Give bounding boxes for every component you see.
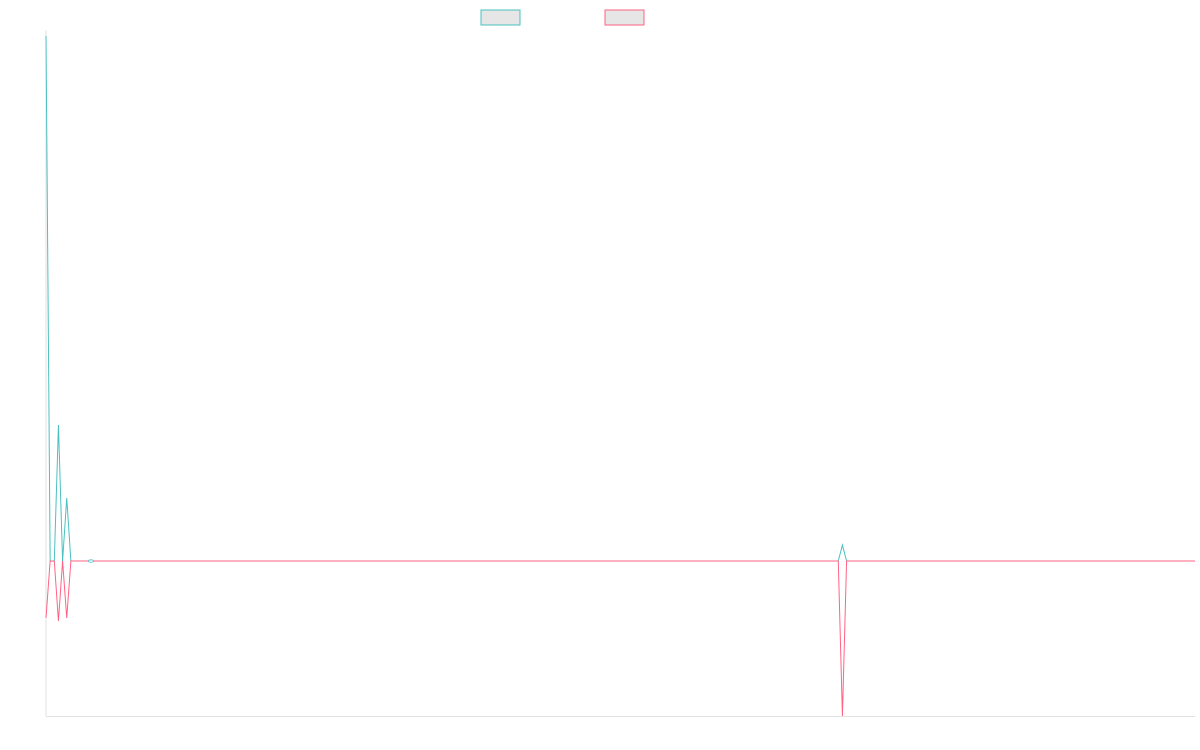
point-marker bbox=[88, 559, 94, 563]
legend bbox=[480, 9, 645, 26]
legend-swatch-1[interactable] bbox=[604, 9, 645, 26]
series-line-0 bbox=[45, 35, 1195, 562]
series-line-1 bbox=[45, 560, 1195, 717]
legend-swatch-0[interactable] bbox=[480, 9, 521, 26]
plot-area bbox=[45, 35, 1195, 717]
